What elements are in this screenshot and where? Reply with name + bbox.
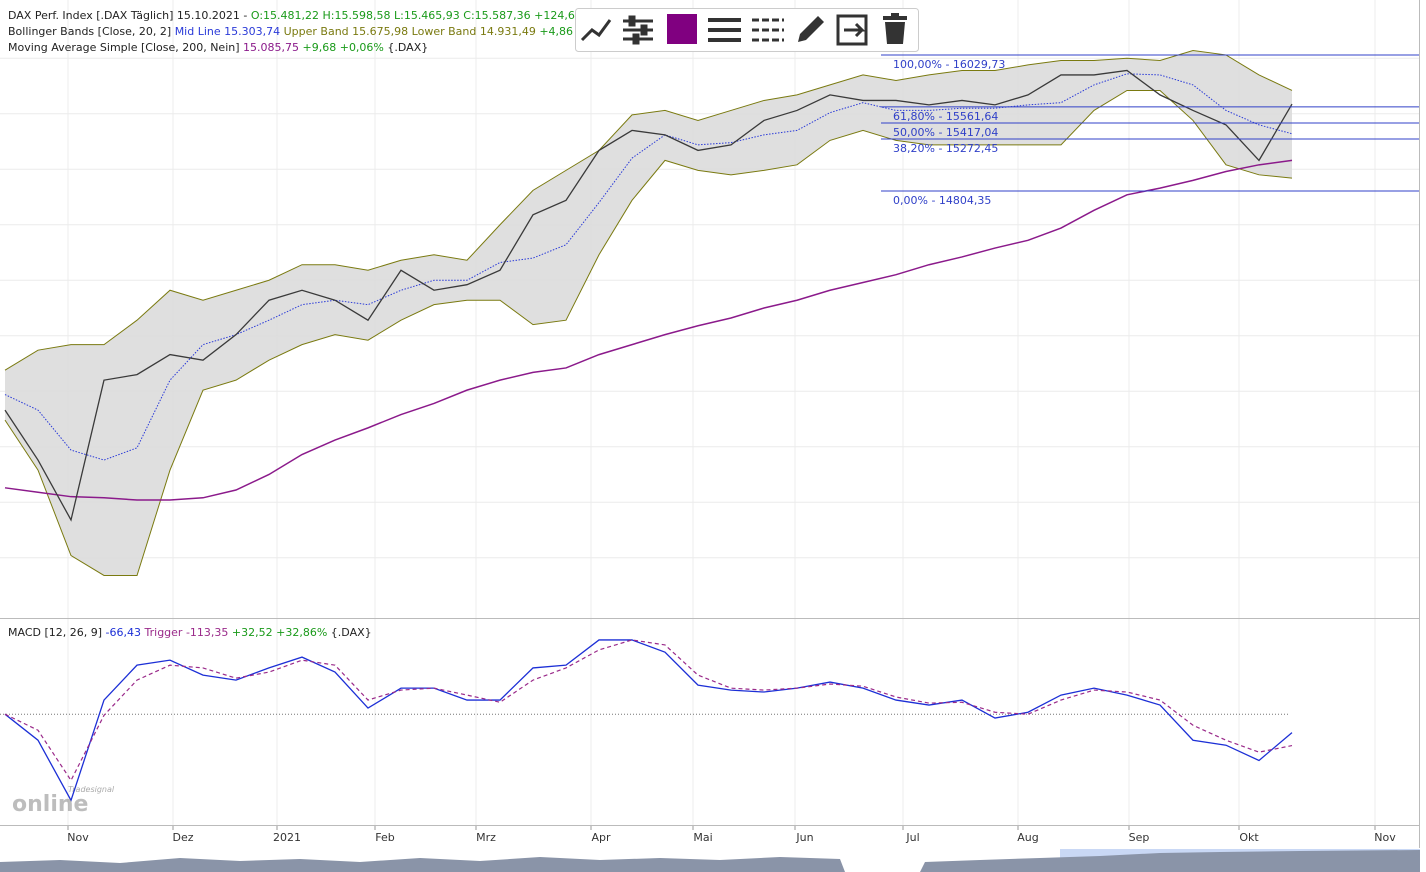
series-line [4,639,1293,782]
source: {.DAX} [387,41,428,54]
info: [.DAX Täglich] 15.10.2021 - [96,9,247,22]
export-tool[interactable] [836,14,868,46]
line-tool[interactable] [580,19,612,42]
color-tool[interactable] [667,14,697,44]
legend-change: +32,52 +32,86% [232,626,327,639]
x-tick-label: Nov [67,831,89,844]
fib-label: 100,00% - 16029,73 [893,58,1005,71]
band-fill [5,50,1292,576]
x-tick-label: Jul [905,831,919,844]
fib-label: 0,00% - 14804,35 [893,194,991,207]
bands-title: Bollinger Bands [Close, 20, 2] [8,25,171,38]
x-tick-label: Sep [1129,831,1150,844]
x-tick-label: Feb [375,831,394,844]
legend-value: -66,43 [106,626,141,639]
legend-name: Upper Band [284,25,349,38]
x-tick-label: Mai [693,831,712,844]
legend-value: 14.931,49 [480,25,536,38]
fib-label: 50,00% - 15417,04 [893,126,998,139]
x-tick-label: 2021 [273,831,301,844]
series-line [4,89,1293,576]
toolbar [575,8,919,52]
x-tick-label: Jun [795,831,813,844]
x-tick-label: Apr [591,831,611,844]
x-tick-label: Dez [172,831,193,844]
series-line [4,69,1293,522]
quote: O:15.481,22 H:15.598,58 L:15.465,93 C:15… [251,9,602,22]
fib-label: 38,20% - 15272,45 [893,142,998,155]
macd-legend: MACD [12, 26, 9] -66,43 Trigger -113,35 … [8,626,372,639]
delete-tool[interactable] [883,13,907,44]
toolbar-bg [575,8,919,52]
style-tool[interactable] [752,18,784,42]
legend-value: 15.303,74 [224,25,280,38]
legend-change: +9,68 +0,06% [303,41,384,54]
legend-name: Mid Line [175,25,221,38]
x-tick-label: Nov [1374,831,1396,844]
plot: 100,00% - 16029,73 61,80% - 15561,64 50,00… [4,49,1419,802]
width-tool[interactable] [708,18,741,42]
ma-params: [Close, 200, Nein] [141,41,240,54]
series-line [4,159,1293,501]
logo-brand: Tradesignal [68,785,115,794]
edit-tool[interactable] [798,16,824,42]
logo: Tradesignal online [12,785,115,817]
legend-name: Moving Average Simple [8,41,138,54]
series-line [4,73,1293,461]
navigator [0,849,1420,872]
legend-line: Bollinger Bands [Close, 20, 2] Mid Line … [8,25,610,38]
navigator-area [920,850,1420,872]
series-line [4,639,1293,802]
source: {.DAX} [331,626,372,639]
legend-line: Moving Average Simple [Close, 200, Nein]… [8,41,428,54]
fib-label: 61,80% - 15561,64 [893,110,998,123]
legend-name: MACD [8,626,41,639]
legend-value: 15.675,98 [352,25,408,38]
logo-product: online [12,792,88,817]
title: DAX Perf. Index [8,9,93,22]
series-line [4,49,1293,371]
macd-params: [12, 26, 9] [44,626,102,639]
x-tick-label: Mrz [476,831,496,844]
legend-name: Lower Band [412,25,477,38]
settings-tool[interactable] [623,15,653,45]
legend-name: Trigger [144,626,183,639]
legend-line: DAX Perf. Index [.DAX Täglich] 15.10.202… [8,9,602,22]
legend-value: 15.085,75 [243,41,299,54]
legend-value: -113,35 [186,626,228,639]
x-tick-label: Okt [1239,831,1259,844]
x-tick-label: Aug [1017,831,1038,844]
navigator-area [0,857,845,872]
